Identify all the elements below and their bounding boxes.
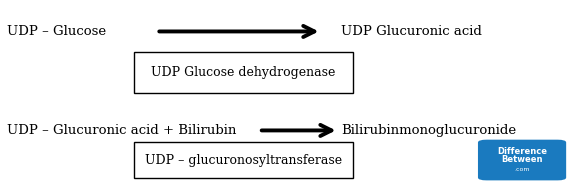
Text: Between: Between — [501, 155, 543, 164]
Text: UDP – glucuronosyltransferase: UDP – glucuronosyltransferase — [145, 154, 342, 166]
Text: UDP Glucose dehydrogenase: UDP Glucose dehydrogenase — [151, 66, 336, 79]
Text: Difference: Difference — [497, 147, 547, 156]
Text: UDP – Glucuronic acid + Bilirubin: UDP – Glucuronic acid + Bilirubin — [7, 124, 236, 137]
Text: .com: .com — [514, 167, 530, 172]
FancyBboxPatch shape — [134, 142, 353, 178]
Text: Bilirubinmonoglucuronide: Bilirubinmonoglucuronide — [341, 124, 517, 137]
FancyBboxPatch shape — [134, 52, 353, 92]
FancyBboxPatch shape — [478, 140, 566, 180]
Text: UDP Glucuronic acid: UDP Glucuronic acid — [341, 25, 483, 38]
Text: UDP – Glucose: UDP – Glucose — [7, 25, 106, 38]
